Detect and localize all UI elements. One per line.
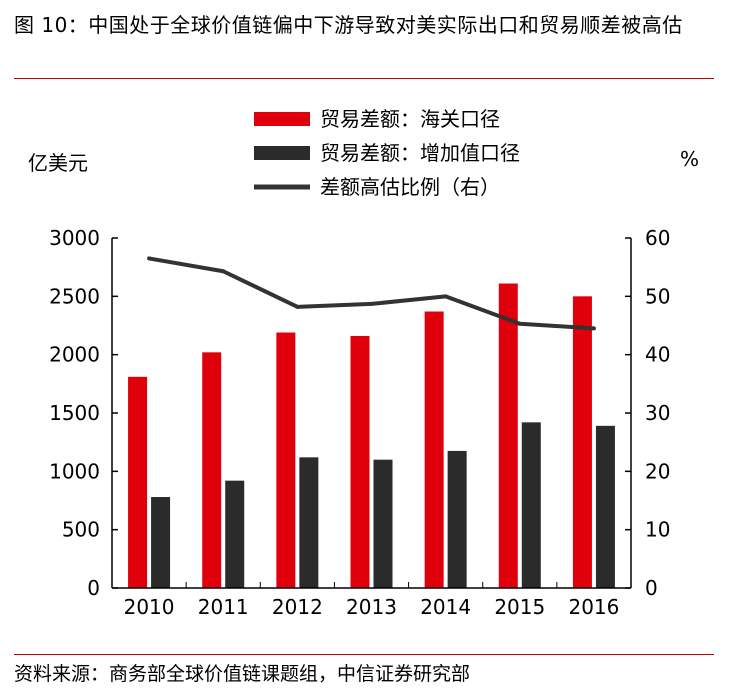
ratio-line-path: [148, 256, 595, 331]
x-tick-label: 2015: [494, 595, 545, 619]
bar-value-added-2014: [447, 450, 467, 588]
bar-value-added-2011: [225, 480, 245, 588]
bar-customs-2013: [350, 336, 370, 588]
ratio-point-2013: [369, 301, 374, 306]
y-tick-label: 2500: [49, 284, 100, 308]
bar-customs-2015: [498, 283, 518, 588]
title-divider: [14, 78, 714, 79]
bar-value-added-2013: [373, 459, 393, 588]
bars: [128, 283, 615, 588]
bar-value-added-2012: [299, 457, 319, 588]
x-tick-label: 2011: [198, 595, 249, 619]
x-tick-label: 2012: [272, 595, 323, 619]
ratio-point-2010: [147, 256, 152, 261]
y2-tick-label: 60: [645, 226, 670, 250]
bar-value-added-2010: [151, 497, 171, 588]
legend-label: 贸易差额：海关口径: [320, 107, 500, 131]
bar-value-added-2015: [521, 422, 541, 588]
ratio-point-2016: [591, 326, 596, 331]
bar-customs-2012: [276, 332, 296, 588]
y-tick-label: 1000: [49, 459, 100, 483]
axes: 0 500 1000 1500 2000 2500 3000 0 10 20 30 40 50 60 201…: [49, 226, 670, 619]
y2-axis-label: %: [680, 147, 699, 171]
ratio-point-2014: [443, 294, 448, 299]
y2-tick-label: 50: [645, 284, 670, 308]
source-divider: [14, 654, 714, 655]
legend-label: 差额高估比例（右）: [320, 175, 500, 199]
legend-swatch: [254, 146, 310, 160]
bar-value-added-2016: [595, 425, 615, 588]
ratio-point-2012: [295, 304, 300, 309]
y-axis-label: 亿美元: [28, 151, 88, 175]
y2-tick-label: 10: [645, 518, 670, 542]
bar-customs-2014: [424, 311, 444, 588]
x-tick-label: 2013: [346, 595, 397, 619]
ratio-line: [147, 256, 596, 331]
y-tick-label: 1500: [49, 401, 100, 425]
source-note: 资料来源：商务部全球价值链课题组，中信证券研究部: [14, 663, 471, 685]
y2-tick-label: 30: [645, 401, 670, 425]
legend-swatch: [254, 112, 310, 126]
ratio-point-2011: [221, 269, 226, 274]
bar-customs-2011: [202, 352, 222, 588]
y2-tick-label: 0: [645, 576, 658, 600]
y-tick-label: 3000: [49, 226, 100, 250]
ratio-point-2015: [517, 321, 522, 326]
y2-tick-label: 40: [645, 343, 670, 367]
x-tick-label: 2014: [420, 595, 471, 619]
chart-title: 图 10：中国处于全球价值链偏中下游导致对美实际出口和贸易顺差被高估: [14, 13, 683, 37]
bar-customs-2010: [128, 376, 148, 588]
y-tick-label: 500: [62, 518, 100, 542]
y-tick-label: 2000: [49, 343, 100, 367]
y-tick-label: 0: [87, 576, 100, 600]
bar-customs-2016: [572, 296, 592, 588]
x-tick-label: 2016: [568, 595, 619, 619]
y2-tick-label: 20: [645, 459, 670, 483]
legend-label: 贸易差额：增加值口径: [320, 141, 520, 165]
x-tick-label: 2010: [124, 595, 175, 619]
